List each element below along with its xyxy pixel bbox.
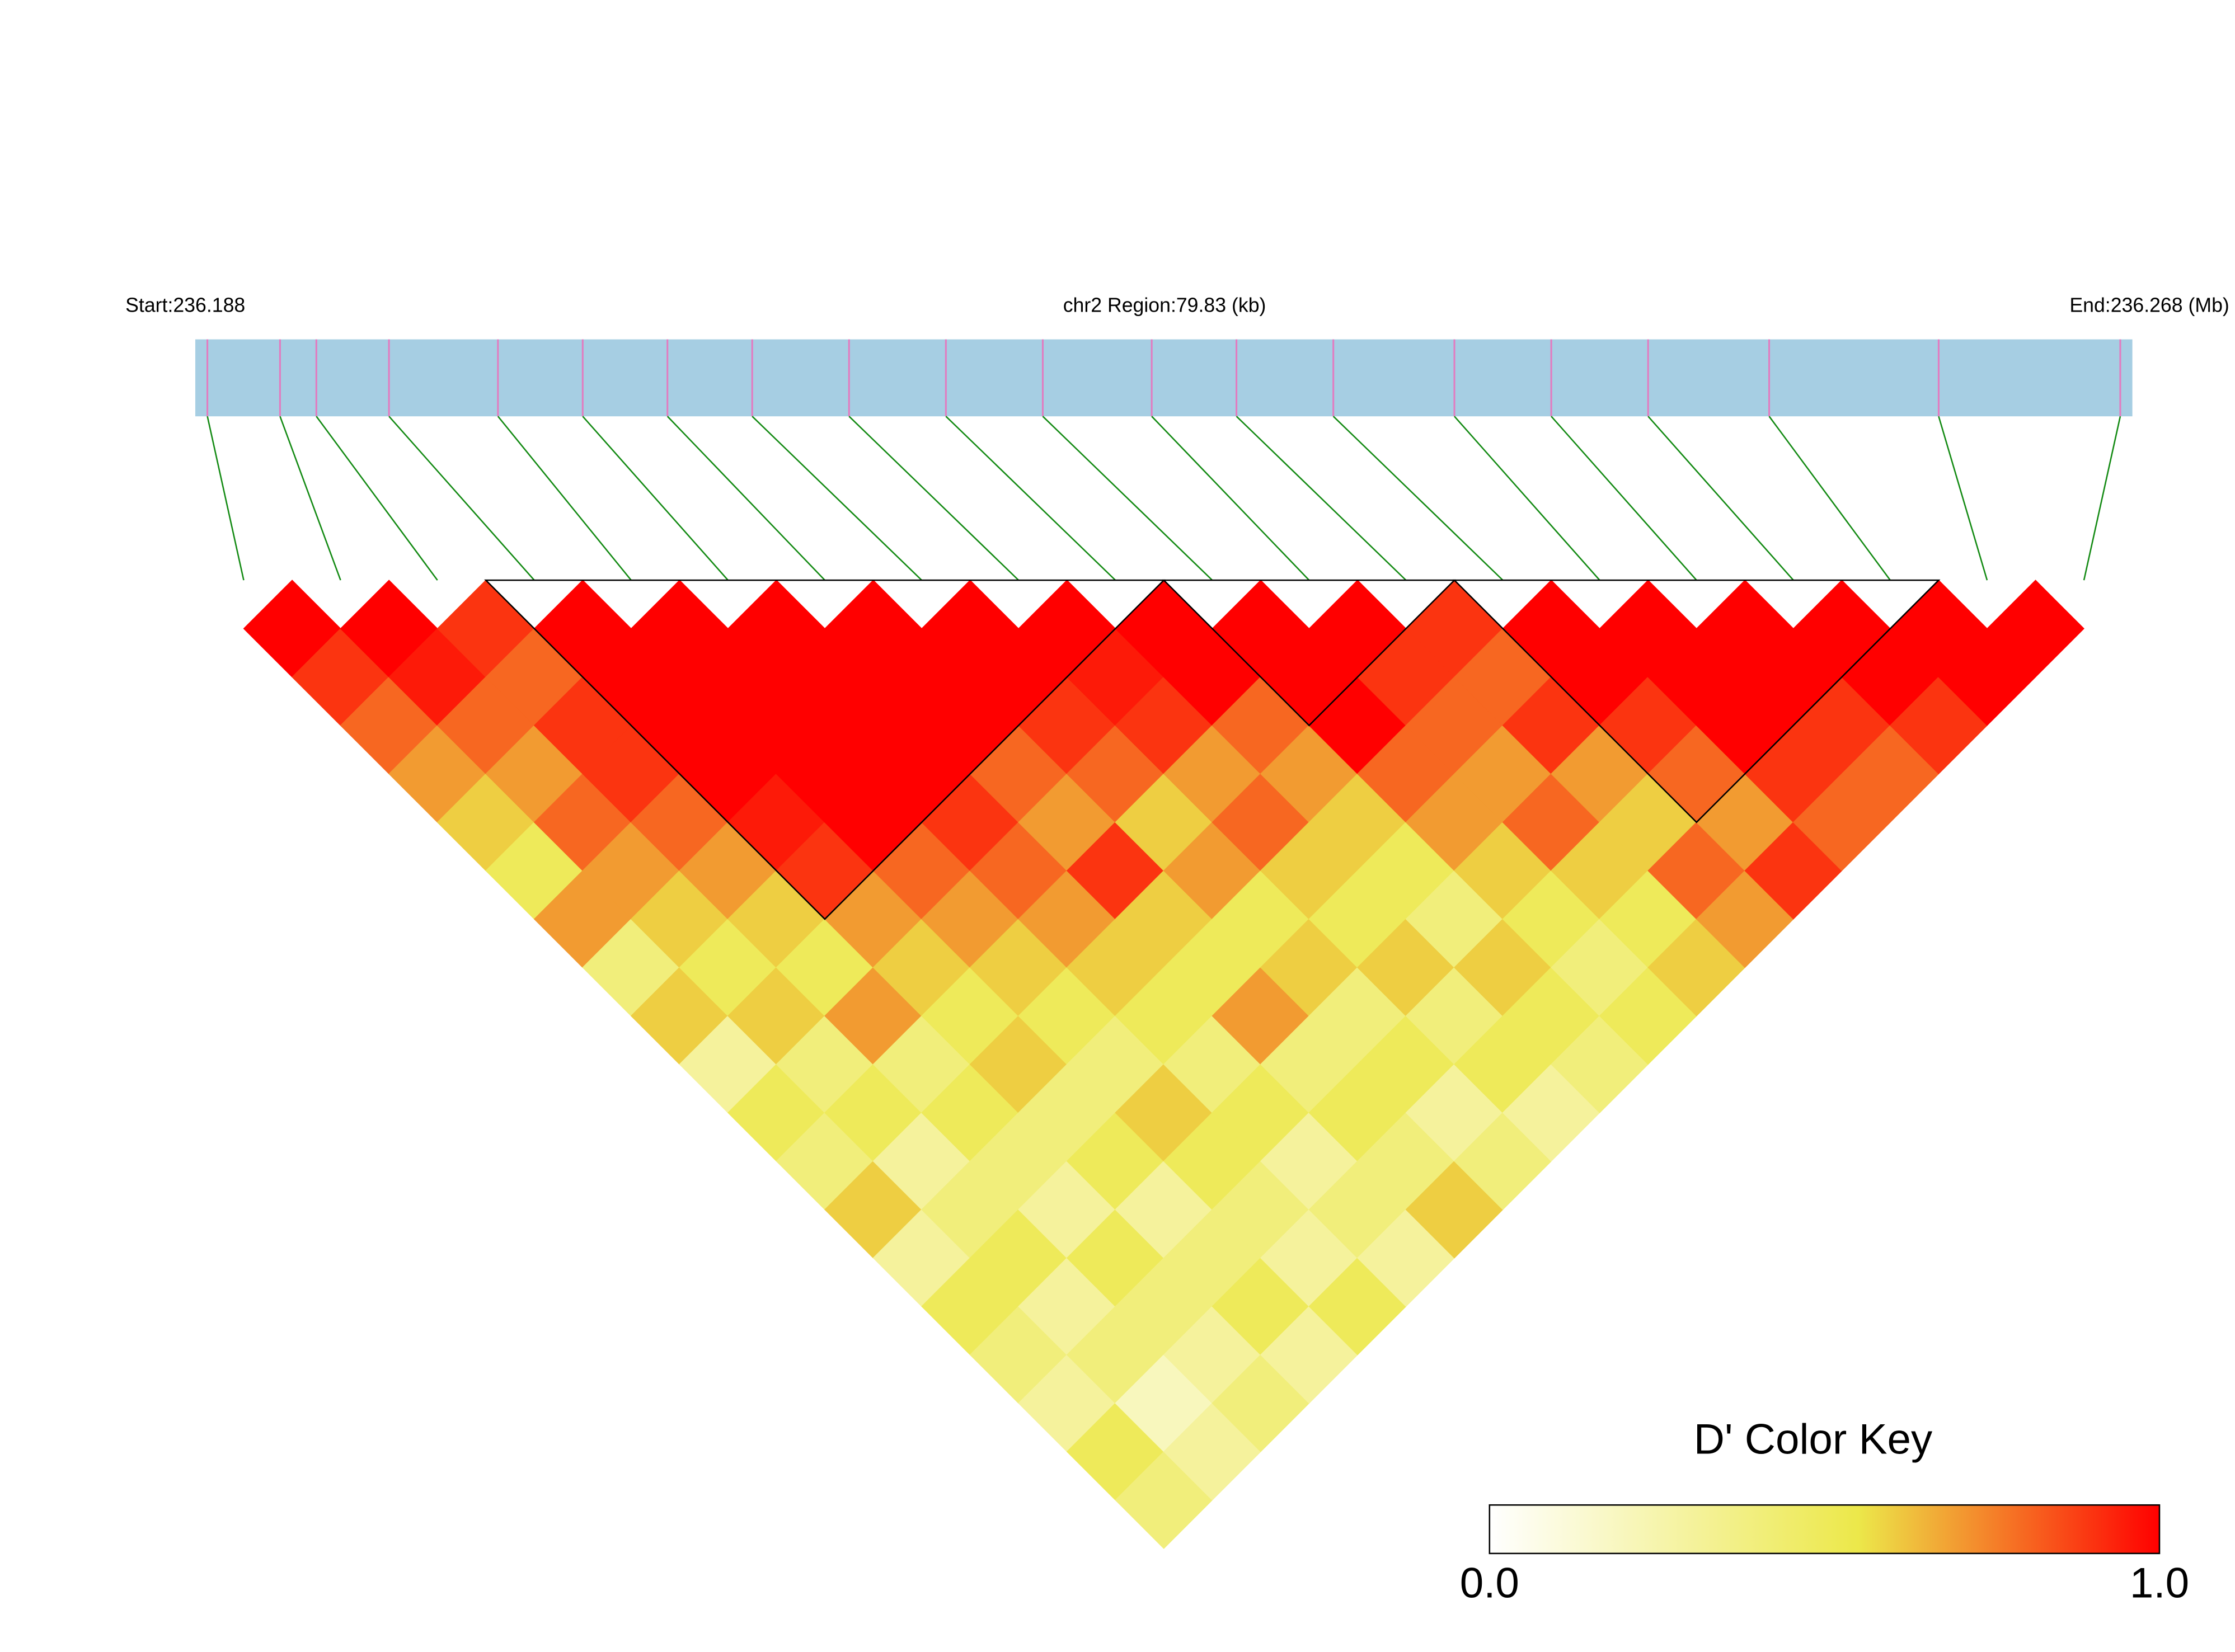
snp-link	[206, 416, 245, 581]
snp-link	[1647, 416, 1794, 581]
snp-link	[1332, 416, 1504, 581]
snp-link	[497, 416, 632, 581]
snp-link	[1768, 416, 1891, 581]
snp-link	[316, 416, 438, 581]
start-label: Start:236.188	[125, 294, 245, 316]
snp-link	[388, 416, 535, 581]
snp-link	[1042, 416, 1213, 581]
snp-link	[752, 416, 922, 581]
snp-link	[1236, 416, 1407, 581]
snp-link	[1151, 416, 1310, 581]
snp-link	[1454, 416, 1600, 581]
snp-link	[2083, 416, 2121, 581]
key-tick-label: 1.0	[2130, 1560, 2189, 1607]
snp-link	[1551, 416, 1697, 581]
ld-cell	[1987, 580, 2084, 678]
ld-block	[1452, 579, 1941, 823]
snp-link	[279, 416, 341, 581]
snp-link	[945, 416, 1116, 581]
snp-link	[1938, 416, 1988, 581]
ld-block	[1162, 579, 1457, 727]
ld-block	[484, 579, 1166, 920]
position-bar	[195, 339, 2133, 417]
region-label: chr2 Region:79.83 (kb)	[1063, 294, 1266, 316]
snp-link	[666, 416, 825, 581]
color-key	[1489, 1504, 2161, 1555]
key-tick-label: 0.0	[1460, 1560, 1519, 1607]
snp-link	[582, 416, 729, 581]
key-title: D' Color Key	[1694, 1415, 1933, 1463]
end-label: End:236.268 (Mb)	[2069, 294, 2229, 316]
snp-link	[848, 416, 1020, 581]
